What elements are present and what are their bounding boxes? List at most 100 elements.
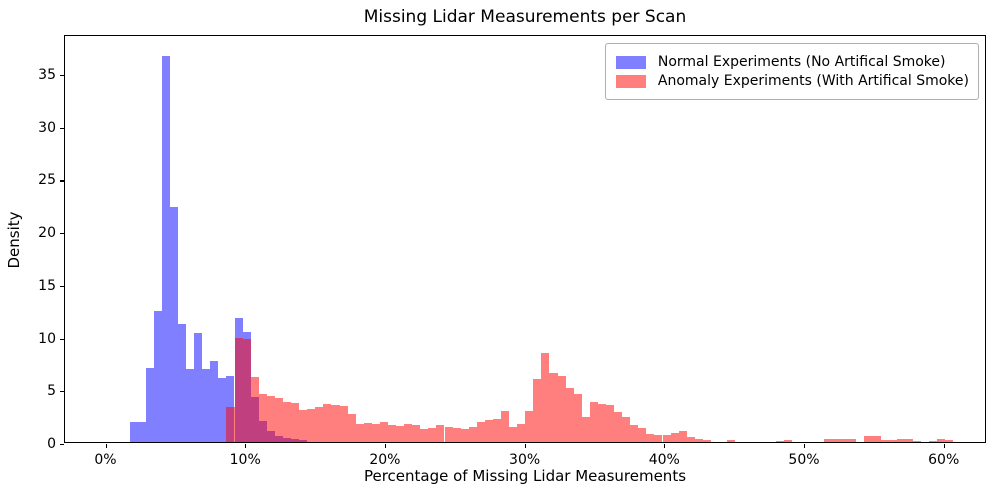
y-tick-label: 25 [38,172,56,189]
histogram-bar-anomaly [291,403,300,442]
histogram-bar-anomaly [589,401,598,442]
histogram-bar-anomaly [404,423,413,442]
histogram-bar-anomaly [840,438,849,442]
y-tick-mark [59,338,64,340]
histogram-bar-normal [145,368,154,442]
y-tick-label: 20 [38,225,56,242]
histogram-bar-anomaly [775,440,784,442]
histogram-bar-anomaly [266,395,275,442]
histogram-bar-anomaly [420,429,429,442]
histogram-bar-anomaly [654,435,663,442]
histogram-bar-anomaly [597,403,606,442]
x-tick-mark [245,444,247,448]
y-tick-mark [59,285,64,288]
histogram-bar-anomaly [880,439,889,442]
x-tick-mark [803,444,806,448]
histogram-bar-anomaly [436,424,445,442]
histogram-bar-anomaly [347,413,356,442]
y-tick-label: 15 [38,277,56,294]
histogram-bar-anomaly [937,439,946,442]
histogram-bar-anomaly [274,397,283,442]
x-tick-mark [943,444,945,448]
histogram-bar-anomaly [509,427,518,442]
histogram-bar-anomaly [501,411,510,442]
histogram-bar-anomaly [541,353,550,442]
histogram-bar-anomaly [476,421,485,442]
histogram-bars-layer [65,36,985,442]
histogram-bar-anomaly [872,435,881,442]
legend-item: Anomaly Experiments (With Artifical Smok… [615,73,969,89]
histogram-bar-normal [218,377,227,442]
histogram-bar-anomaly [379,421,388,442]
histogram-bar-anomaly [460,429,469,442]
x-tick-mark [384,444,387,448]
x-tick-label: 0% [94,452,117,468]
histogram-bar-anomaly [727,440,736,442]
histogram-bar-anomaly [355,423,364,442]
y-tick-label: 10 [38,330,56,347]
y-tick-label: 0 [47,436,56,452]
histogram-bar-anomaly [824,439,833,442]
histogram-bar-anomaly [662,435,671,442]
histogram-bar-anomaly [614,411,623,442]
histogram-bar-normal [169,206,178,442]
histogram-bar-anomaly [896,439,905,442]
histogram-bar-anomaly [307,409,316,442]
x-tick-mark [664,444,666,448]
histogram-bar-anomaly [581,416,590,442]
histogram-bar-anomaly [387,424,397,442]
legend-label: Anomaly Experiments (With Artifical Smok… [657,73,969,89]
histogram-bar-anomaly [694,438,703,442]
histogram-bar-normal [129,421,138,442]
histogram-bar-anomaly [678,430,687,442]
histogram-bar-anomaly [226,407,235,442]
histogram-bar-normal [161,56,170,442]
histogram-bar-anomaly [565,388,574,442]
y-tick-label: 35 [38,67,56,83]
histogram-bar-anomaly [573,393,582,442]
y-tick-mark [59,75,64,77]
histogram-bar-anomaly [315,407,324,442]
histogram-bar-anomaly [258,393,267,442]
x-tick-label: 10% [229,452,261,468]
y-tick-mark [59,180,64,182]
histogram-bar-normal [177,323,187,442]
histogram-bar-anomaly [428,427,437,442]
histogram-bar-anomaly [525,411,534,442]
histogram-bar-anomaly [638,428,647,442]
histogram-bar-anomaly [452,427,461,442]
legend-swatch-normal [615,55,646,69]
histogram-bar-anomaly [630,425,639,442]
histogram-bar-anomaly [283,401,292,442]
legend: Normal Experiments (No Artifical Smoke) A… [604,43,979,100]
y-tick-mark [59,127,64,129]
x-tick-mark [524,444,526,448]
histogram-bar-anomaly [234,337,243,442]
histogram-bar-normal [202,369,211,442]
histogram-bar-anomaly [848,439,857,442]
histogram-bar-anomaly [242,338,251,442]
plot-area: 0% 10% 20% 30% 40% 50% 60% 0 5 10 15 20 25 30 35 Norma… [38,35,986,468]
histogram-bar-anomaly [339,406,348,442]
histogram-bar-anomaly [622,416,631,442]
histogram-bar-anomaly [299,410,308,442]
histogram-bar-anomaly [912,440,921,442]
chart-title: Missing Lidar Measurements per Scan [363,7,687,27]
y-tick-mark [59,444,64,446]
legend-label: Normal Experiments (No Artifical Smoke) [657,54,946,70]
histogram-bar-anomaly [363,422,372,442]
x-tick-label: 30% [509,452,541,468]
x-tick-label: 50% [788,452,820,468]
histogram-bar-normal [153,311,162,442]
legend-item: Normal Experiments (No Artifical Smoke) [615,54,969,70]
histogram-bar-normal [137,421,146,442]
x-tick-label: 40% [648,452,680,468]
y-tick-mark [59,391,64,393]
histogram-bar-anomaly [646,433,655,442]
histogram-bar-anomaly [864,436,873,442]
histogram-bar-normal [194,333,203,442]
histogram-bar-anomaly [945,440,954,442]
histogram-bar-anomaly [702,440,711,442]
histogram-bar-anomaly [323,404,332,442]
